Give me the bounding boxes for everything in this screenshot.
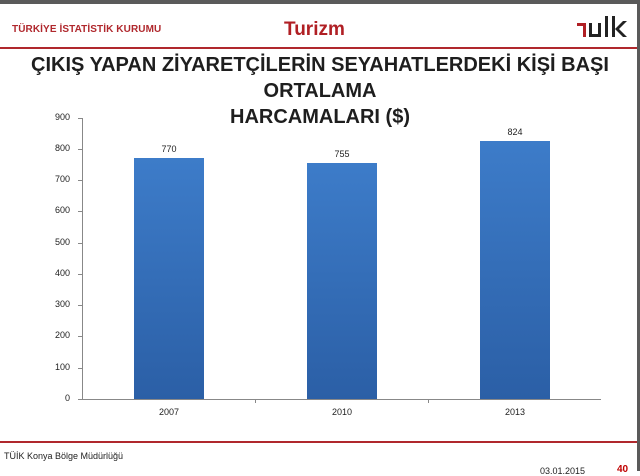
bar-2013	[480, 141, 550, 399]
chart-title: ÇIKIŞ YAPAN ZİYARETÇİLERİN SEYAHATLERDEK…	[0, 52, 640, 130]
y-tick-mark	[78, 180, 82, 181]
bar-value-label: 770	[161, 144, 177, 154]
x-category-label: 2013	[504, 407, 526, 417]
y-axis	[82, 118, 83, 400]
organization-name: TÜRKİYE İSTATİSTİK KURUMU	[12, 24, 162, 35]
x-tick-mark	[428, 399, 429, 403]
y-tick-label: 300	[54, 299, 70, 309]
y-tick-label: 0	[64, 393, 70, 403]
bar-value-label: 824	[507, 127, 523, 137]
header-divider	[0, 47, 637, 49]
bar-2010	[307, 163, 377, 399]
y-tick-label: 600	[54, 205, 70, 215]
y-tick-label: 900	[54, 112, 70, 122]
footer-divider	[0, 441, 637, 443]
page-number: 40	[617, 464, 629, 475]
y-tick-label: 200	[54, 330, 70, 340]
y-tick-label: 800	[54, 143, 70, 153]
chart-title-line2: HARCAMALARI ($)	[230, 106, 410, 128]
y-tick-label: 400	[54, 268, 70, 278]
y-tick-mark	[78, 336, 82, 337]
x-tick-mark	[255, 399, 256, 403]
y-tick-mark	[78, 211, 82, 212]
x-category-label: 2010	[331, 407, 353, 417]
bar-value-label: 755	[334, 149, 350, 159]
footer-office: TÜİK Konya Bölge Müdürlüğü	[4, 451, 124, 461]
bar-2007	[134, 158, 204, 399]
y-tick-mark	[78, 118, 82, 119]
y-tick-mark	[78, 305, 82, 306]
footer-date: 03.01.2015	[540, 466, 586, 476]
y-tick-label: 700	[54, 174, 70, 184]
y-tick-mark	[78, 368, 82, 369]
window-top-border	[0, 0, 640, 4]
y-tick-mark	[78, 149, 82, 150]
x-category-label: 2007	[158, 407, 180, 417]
y-tick-mark	[78, 243, 82, 244]
window-right-border	[637, 0, 640, 471]
y-tick-mark	[78, 399, 82, 400]
y-tick-label: 500	[54, 237, 70, 247]
y-tick-label: 100	[54, 362, 70, 372]
y-tick-mark	[78, 274, 82, 275]
x-axis	[82, 399, 601, 400]
chart-title-line1: ÇIKIŞ YAPAN ZİYARETÇİLERİN SEYAHATLERDEK…	[31, 54, 609, 102]
tuik-logo-icon	[577, 14, 635, 38]
section-title: Turizm	[284, 19, 345, 40]
